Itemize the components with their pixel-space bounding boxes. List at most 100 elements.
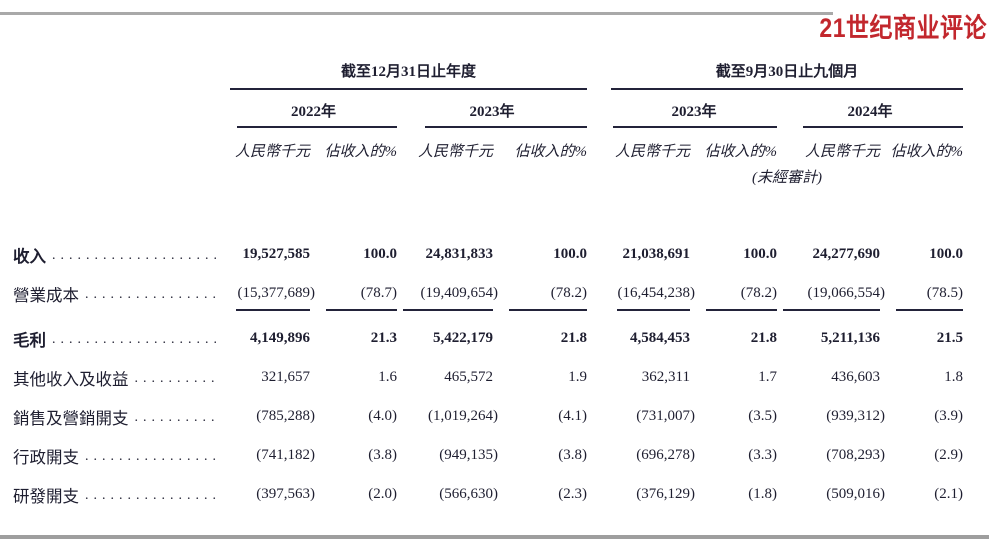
col-group-title: 截至9月30日止九個月: [715, 64, 859, 80]
year-underline: [425, 126, 587, 128]
cell-value: 100.0: [553, 246, 587, 262]
col-group-fiscal-year: 截至12月31日止年度: [230, 60, 587, 90]
cell-value: (2.0): [368, 486, 397, 502]
table-cell: 1.9: [493, 358, 587, 397]
table-cell: (78.2): [493, 274, 587, 313]
row-label-cell: 研發開支: [13, 475, 230, 514]
cell-value: (708,293): [826, 447, 885, 463]
cell-value: (3.3): [748, 447, 777, 463]
cell-value: 436,603: [831, 369, 880, 385]
table-cell: 21.5: [880, 319, 963, 358]
col-group-nine-months: 截至9月30日止九個月: [611, 60, 963, 90]
table-cell: (3.8): [310, 436, 397, 475]
table-cell: (696,278): [611, 436, 695, 475]
row-label: 研發開支: [13, 486, 79, 506]
col-header-percent: 佔收入的%: [324, 144, 398, 160]
table-cell: (3.8): [493, 436, 587, 475]
header-group-row: 截至12月31日止年度 截至9月30日止九個月: [13, 60, 963, 90]
table-cell: (949,135): [397, 436, 498, 475]
cell-value: (696,278): [636, 447, 695, 463]
table-cell: 1.7: [690, 358, 777, 397]
cell-value: (3.8): [368, 447, 397, 463]
spacer: [13, 100, 230, 128]
table-cell: (2.9): [880, 436, 963, 475]
col-header-amount: 人民幣千元: [234, 144, 310, 160]
table-row: 營業成本 (15,377,689) (78.7) (19,409,654) (7…: [13, 274, 963, 313]
row-label: 銷售及營銷開支: [13, 408, 129, 428]
table-cell: 5,422,179: [397, 319, 493, 358]
table-cell: 362,311: [611, 358, 690, 397]
cell-value: 21.5: [936, 330, 963, 346]
cell-value: (19,066,554): [807, 285, 886, 301]
table-cell: (741,182): [230, 436, 315, 475]
cell-value: (78.7): [360, 285, 397, 301]
cell-value: 24,831,833: [425, 246, 494, 262]
table-cell: (509,016): [777, 475, 885, 514]
row-label-cell: 其他收入及收益: [13, 358, 230, 397]
table-cell: 321,657: [230, 358, 310, 397]
table-body: 收入 19,527,585 100.0 24,831,833 100.0 21,…: [13, 235, 963, 514]
cell-value: (1,019,264): [428, 408, 498, 424]
cell-value: 4,584,453: [630, 330, 690, 346]
table-cell: 21.3: [310, 319, 397, 358]
table-cell: 19,527,585: [230, 235, 311, 274]
table-cell: 436,603: [777, 358, 880, 397]
table-cell: (785,288): [230, 397, 315, 436]
cell-value: 19,527,585: [242, 246, 311, 262]
cell-value: (785,288): [256, 408, 315, 424]
table-cell: (4.1): [493, 397, 587, 436]
magazine-logo: 21世纪商业评论: [819, 12, 987, 43]
cell-value: 1.9: [568, 369, 587, 385]
col-header-amount: 人民幣千元: [417, 144, 493, 160]
cell-value: (2.9): [934, 447, 963, 463]
col-header-amount: 人民幣千元: [804, 144, 880, 160]
cell-value: 1.6: [378, 369, 397, 385]
table-row: 收入 19,527,585 100.0 24,831,833 100.0 21,…: [13, 235, 963, 274]
row-label: 行政開支: [13, 447, 79, 467]
year-header-2023-9m: 2023年: [611, 100, 777, 128]
cell-value: (731,007): [636, 408, 695, 424]
spacer: [587, 166, 611, 187]
cell-value: (78.5): [926, 285, 963, 301]
cell-value: (78.2): [740, 285, 777, 301]
cell-value: 1.7: [758, 369, 777, 385]
cell-value: 21.3: [370, 330, 397, 346]
spacer: [587, 397, 611, 436]
table-cell: (19,409,654): [397, 274, 498, 313]
financial-table: 截至12月31日止年度 截至9月30日止九個月 2022年 2023年 2023…: [0, 0, 989, 514]
spacer: [13, 60, 230, 90]
spacer: [13, 166, 230, 187]
spacer: [587, 235, 611, 274]
table-cell: 100.0: [493, 235, 587, 274]
spacer: [587, 319, 611, 358]
table-row: 研發開支 (397,563) (2.0) (566,630) (2.3) (37…: [13, 475, 963, 514]
col-header-amount: 人民幣千元: [614, 144, 690, 160]
row-label-cell: 營業成本: [13, 274, 230, 313]
dot-leader: [85, 449, 216, 465]
spacer: [587, 100, 611, 128]
cell-value: 321,657: [261, 369, 310, 385]
spacer: [587, 475, 611, 514]
dot-leader: [52, 332, 216, 348]
table-row: 其他收入及收益 321,657 1.6 465,572 1.9 362,311 …: [13, 358, 963, 397]
spacer: [587, 358, 611, 397]
col-group-title: 截至12月31日止年度: [340, 64, 476, 80]
cell-value: 362,311: [641, 369, 690, 385]
dot-leader: [135, 371, 217, 387]
table-cell: 1.6: [310, 358, 397, 397]
cell-value: 5,211,136: [820, 330, 880, 346]
row-label: 其他收入及收益: [13, 369, 129, 389]
year-header-2022: 2022年: [230, 100, 397, 128]
dot-leader: [52, 248, 216, 264]
cell-value: (19,409,654): [420, 285, 499, 301]
cell-value: (3.8): [558, 447, 587, 463]
table-cell: 4,584,453: [611, 319, 690, 358]
cell-value: 21.8: [750, 330, 777, 346]
cell-value: (1.8): [748, 486, 777, 502]
cell-value: (3.5): [748, 408, 777, 424]
header-measure-row: 人民幣千元 佔收入的% 人民幣千元 佔收入的% 人民幣千元 佔收入的% 人民幣千…: [13, 140, 963, 161]
table-cell: 21,038,691: [611, 235, 691, 274]
cell-value: 24,277,690: [812, 246, 881, 262]
table-cell: 465,572: [397, 358, 493, 397]
